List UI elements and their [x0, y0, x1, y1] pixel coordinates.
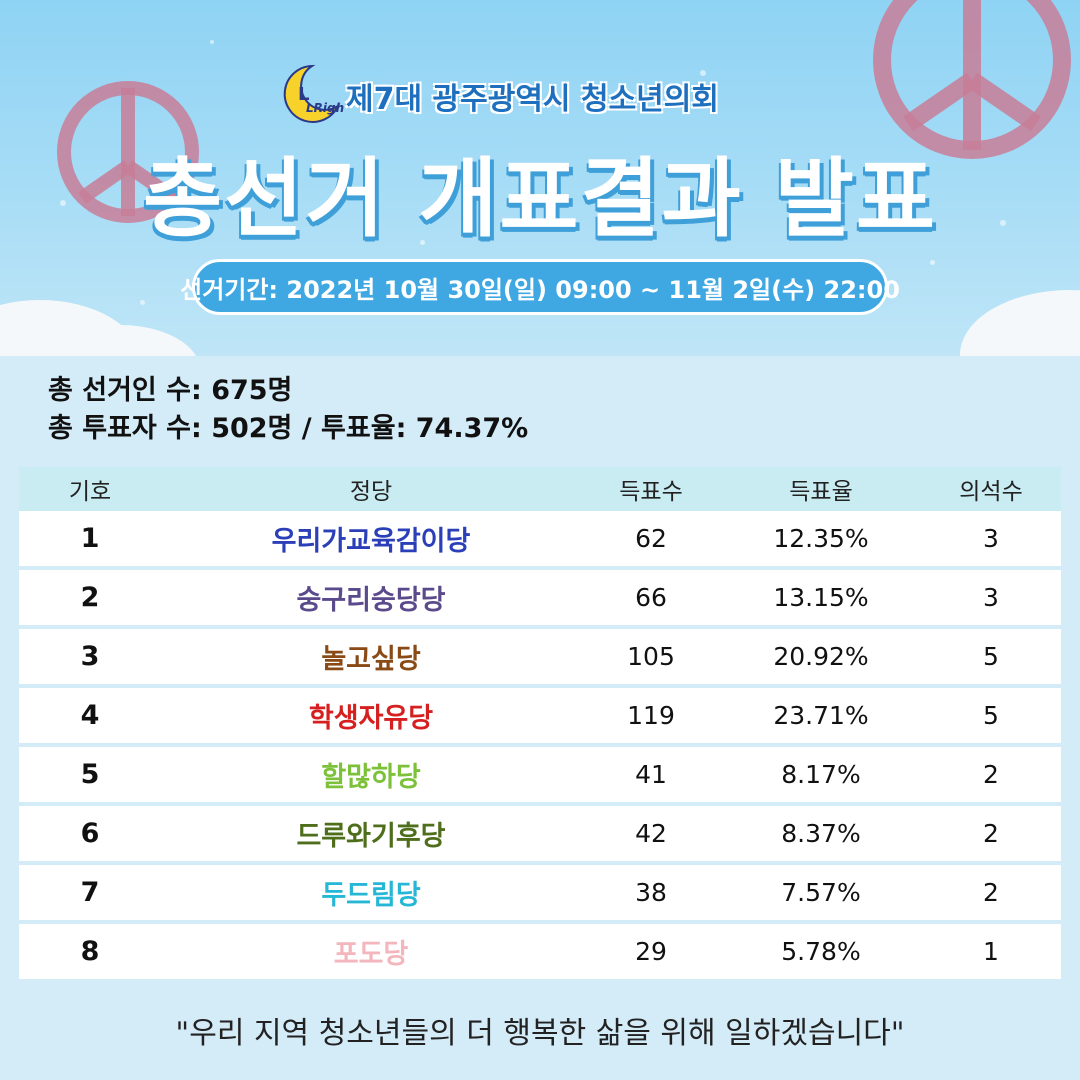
seats-value: 2: [983, 878, 999, 907]
table-row: 8 포도당 29 5.78% 1: [19, 924, 1061, 979]
table-row: 4 학생자유당 119 23.71% 5: [19, 688, 1061, 743]
party-number: 1: [80, 523, 100, 554]
votes-value: 62: [635, 524, 667, 553]
header-rate: 득표율: [789, 479, 853, 505]
seats-value: 3: [983, 524, 999, 553]
seats-value: 2: [983, 819, 999, 848]
votes-value: 38: [635, 878, 667, 907]
party-name: 우리가교육감이당: [271, 526, 471, 557]
peace-right-icon: [873, 0, 1071, 159]
table-row: 2 숭구리숭당당 66 13.15% 3: [19, 570, 1061, 625]
seats-value: 5: [983, 701, 999, 730]
table-row: 5 할많하당 41 8.17% 2: [19, 747, 1061, 802]
speck: [210, 40, 214, 44]
total-voters-turnout: 총 투표자 수: 502명 / 투표율: 74.37%: [48, 413, 529, 444]
party-name: 드루와기후당: [296, 821, 446, 852]
page-title: 총선거 개표결과 발표: [143, 149, 937, 249]
results-table: 기호 정당 득표수 득표율 의석수 1 우리가교육감이당 62 12.35% 3…: [19, 467, 1061, 979]
party-name: 숭구리숭당당: [296, 585, 446, 616]
seats-value: 2: [983, 760, 999, 789]
rate-value: 20.92%: [773, 642, 869, 671]
moon-logo-icon: L LRight: [283, 64, 344, 123]
party-number: 8: [80, 936, 100, 967]
total-electors: 총 선거인 수: 675명: [48, 375, 293, 406]
party-name: 놀고싶당: [321, 644, 421, 675]
peace-left-icon: [57, 81, 199, 223]
election-period-badge: 선거기간: 2022년 10월 30일(일) 09:00 ~ 11월 2일(수)…: [180, 259, 900, 315]
header-seats: 의석수: [959, 479, 1023, 505]
rate-value: 12.35%: [773, 524, 869, 553]
party-name: 할많하당: [321, 762, 421, 793]
seats-value: 3: [983, 583, 999, 612]
rate-value: 7.57%: [781, 878, 861, 907]
party-name: 포도당: [333, 939, 409, 970]
header-votes: 득표수: [619, 479, 683, 505]
seats-value: 5: [983, 642, 999, 671]
party-number: 3: [80, 641, 100, 672]
votes-value: 41: [635, 760, 667, 789]
logo-text: LRight: [306, 101, 344, 115]
votes-value: 42: [635, 819, 667, 848]
svg-text:L: L: [298, 84, 309, 105]
party-number: 7: [80, 877, 100, 908]
speck: [1000, 220, 1006, 226]
votes-value: 29: [635, 937, 667, 966]
election-stats: 총 선거인 수: 675명 총 투표자 수: 502명 / 투표율: 74.37…: [48, 372, 748, 448]
seats-value: 1: [983, 937, 999, 966]
rate-value: 5.78%: [781, 937, 861, 966]
table-row: 3 놀고싶당 105 20.92% 5: [19, 629, 1061, 684]
speck: [60, 200, 66, 206]
party-number: 6: [80, 818, 100, 849]
rate-value: 23.71%: [773, 701, 869, 730]
rate-value: 13.15%: [773, 583, 869, 612]
header-number: 기호: [68, 479, 112, 505]
rate-value: 8.37%: [781, 819, 861, 848]
speck: [140, 300, 145, 305]
speck: [420, 240, 425, 245]
header-party: 정당: [349, 479, 393, 505]
speck: [700, 70, 706, 76]
table-row: 6 드루와기후당 42 8.37% 2: [19, 806, 1061, 861]
cloud: [960, 290, 1080, 356]
votes-value: 105: [627, 642, 675, 671]
party-name: 두드림당: [321, 880, 421, 911]
header-banner: L LRight 제7대 광주광역시 청소년의회 총선거 개표결과 발표 선거기…: [0, 0, 1080, 356]
votes-value: 119: [627, 701, 675, 730]
rate-value: 8.17%: [781, 760, 861, 789]
votes-value: 66: [635, 583, 667, 612]
party-number: 5: [80, 759, 100, 790]
table-row: 1 우리가교육감이당 62 12.35% 3: [19, 511, 1061, 566]
party-name: 학생자유당: [308, 703, 434, 734]
table-header: 기호 정당 득표수 득표율 의석수: [19, 467, 1061, 511]
party-number: 4: [80, 700, 100, 731]
council-title: 제7대 광주광역시 청소년의회: [346, 82, 719, 117]
pledge-quote: "우리 지역 청소년들의 더 행복한 삶을 위해 일하겠습니다": [175, 1016, 905, 1051]
speck: [930, 260, 935, 265]
party-number: 2: [80, 582, 100, 613]
table-row: 7 두드림당 38 7.57% 2: [19, 865, 1061, 920]
